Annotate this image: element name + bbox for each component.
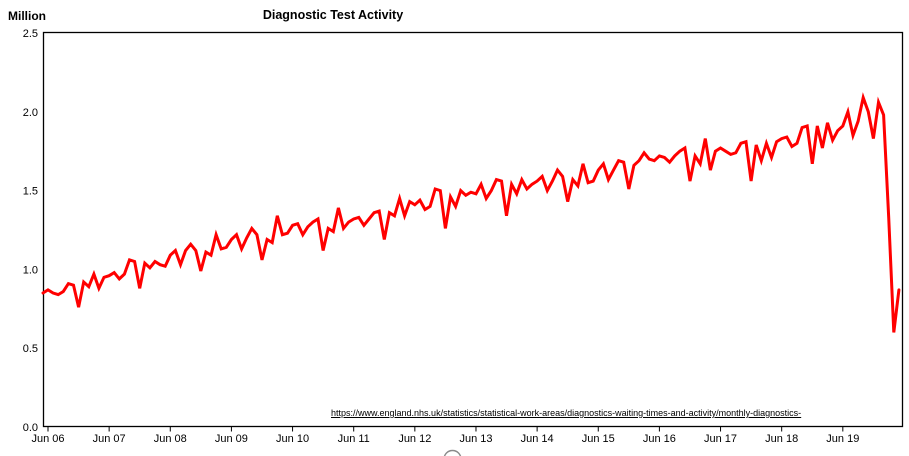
x-axis-tick-label: Jun 16 bbox=[643, 433, 676, 445]
x-axis-tick-label: Jun 18 bbox=[765, 433, 798, 445]
x-axis-tick-label: Jun 14 bbox=[521, 433, 554, 445]
x-axis-tick-label: Jun 07 bbox=[93, 433, 126, 445]
source-url-link[interactable]: https://www.england.nhs.uk/statistics/st… bbox=[331, 408, 802, 418]
partial-circle-decoration bbox=[443, 449, 462, 456]
plot-border bbox=[42, 31, 904, 428]
x-axis-tick-label: Jun 11 bbox=[338, 433, 370, 445]
y-axis-tick-label: 0.5 bbox=[23, 343, 38, 355]
chart-title: Diagnostic Test Activity bbox=[262, 8, 404, 22]
x-axis-tick-label: Jun 10 bbox=[276, 433, 309, 445]
x-axis-tick-label: Jun 08 bbox=[154, 433, 187, 445]
x-axis-tick-label: Jun 09 bbox=[215, 433, 248, 445]
x-axis-tick-label: Jun 17 bbox=[704, 433, 737, 445]
y-axis-tick-label: 2.5 bbox=[23, 28, 38, 40]
x-axis-tick-label: Jun 12 bbox=[398, 433, 431, 445]
x-axis-tick-label: Jun 15 bbox=[582, 433, 615, 445]
activity-line-series bbox=[41, 92, 901, 333]
x-axis-tick-label: Jun 13 bbox=[459, 433, 492, 445]
y-axis-unit-label: Million bbox=[8, 9, 46, 23]
y-axis-tick-label: 0.0 bbox=[23, 422, 38, 434]
x-axis-tick-label: Jun 06 bbox=[31, 433, 64, 445]
y-axis-tick-label: 1.0 bbox=[23, 264, 38, 276]
y-axis-tick-label: 2.0 bbox=[23, 107, 38, 119]
x-axis-tick-label: Jun 19 bbox=[826, 433, 859, 445]
y-axis-tick-label: 1.5 bbox=[23, 186, 38, 198]
